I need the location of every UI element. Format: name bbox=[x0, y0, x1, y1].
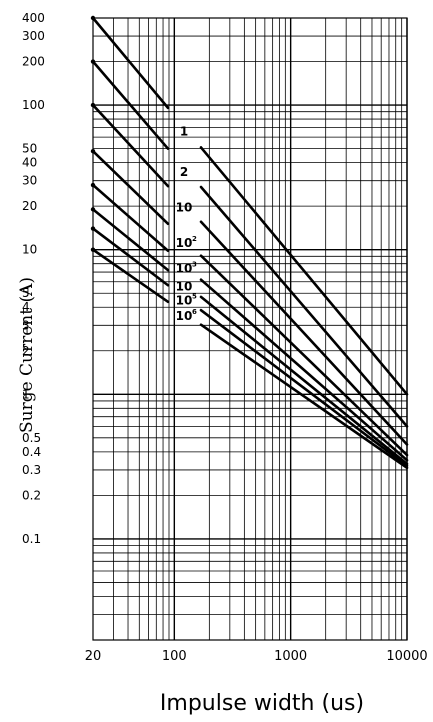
series-label: 10 bbox=[176, 261, 193, 275]
series-label-exponent: 3 bbox=[192, 260, 197, 268]
series-label: 2 bbox=[180, 165, 188, 179]
series-line-segment bbox=[91, 16, 170, 110]
series-start-point bbox=[90, 148, 96, 154]
y-tick-label: 50 bbox=[22, 142, 37, 156]
series-start-point bbox=[90, 207, 96, 212]
y-tick-label: 400 bbox=[22, 11, 45, 25]
plot-frame bbox=[92, 17, 408, 641]
x-tick-label: 1000 bbox=[274, 649, 307, 664]
series-label: 10 bbox=[176, 201, 193, 215]
series-start-point bbox=[90, 182, 96, 188]
series-label: 10 bbox=[176, 236, 193, 250]
y-tick-label: 0.5 bbox=[22, 431, 41, 445]
series-line-segment bbox=[199, 254, 409, 457]
series-lines bbox=[90, 15, 409, 470]
x-axis-label: Impulse width (us) bbox=[160, 691, 364, 716]
series-start-point bbox=[90, 59, 96, 64]
y-tick-label: 3 bbox=[22, 318, 30, 332]
y-tick-label: 2 bbox=[22, 344, 30, 358]
series-label: 1 bbox=[180, 125, 188, 139]
x-tick-label: 10000 bbox=[386, 649, 427, 664]
y-tick-label: 20 bbox=[22, 199, 37, 213]
series-line-segment bbox=[91, 208, 170, 272]
y-tick-label: 0.3 bbox=[22, 463, 41, 477]
series-label-exponent: 5 bbox=[192, 293, 197, 301]
major-gridlines bbox=[92, 17, 408, 641]
series-label-exponent: 6 bbox=[192, 308, 197, 316]
y-tick-label: 0.2 bbox=[22, 488, 41, 502]
series-line-segment bbox=[91, 227, 170, 287]
series-label: 10 bbox=[176, 309, 193, 323]
series-line-segment bbox=[199, 220, 409, 446]
series-start-point bbox=[90, 15, 96, 21]
series-line-segment bbox=[91, 248, 170, 304]
series-line-segment bbox=[199, 185, 409, 428]
series-line-segment bbox=[91, 60, 170, 150]
y-tick-label: 0.1 bbox=[22, 532, 41, 546]
y-tick-label: 0.4 bbox=[22, 445, 41, 459]
series-line-segment bbox=[199, 146, 409, 396]
y-tick-label: 1 bbox=[22, 387, 30, 401]
series-start-point bbox=[90, 226, 96, 231]
x-tick-labels: 20 100 1000 10000 bbox=[85, 649, 428, 664]
series-start-point bbox=[90, 247, 96, 252]
series-start-point bbox=[90, 102, 96, 108]
y-tick-label: 300 bbox=[22, 29, 45, 43]
series-line-segment bbox=[199, 295, 409, 466]
series-label-exponent: 2 bbox=[192, 235, 197, 243]
y-tick-label: 200 bbox=[22, 55, 45, 69]
minor-gridlines bbox=[92, 17, 407, 641]
y-axis-label: Surge Current (A) bbox=[17, 277, 37, 433]
series-line-segment bbox=[91, 103, 170, 188]
series-line-segment bbox=[91, 149, 170, 226]
series-line-segment bbox=[199, 308, 409, 468]
y-tick-label: 30 bbox=[22, 174, 37, 188]
series-line-segment bbox=[199, 323, 409, 470]
y-tick-label: 40 bbox=[22, 156, 37, 170]
series-line-segment bbox=[199, 278, 409, 462]
series-label: 10 bbox=[176, 280, 193, 294]
y-tick-label: 10 bbox=[22, 243, 37, 257]
series-label: 10 bbox=[176, 294, 193, 308]
x-tick-label: 100 bbox=[162, 649, 187, 664]
series-line-segment bbox=[91, 183, 170, 253]
y-tick-label: 100 bbox=[22, 98, 45, 112]
y-tick-label: 4 bbox=[22, 300, 30, 314]
y-tick-label: 5 bbox=[22, 286, 30, 300]
x-tick-label: 20 bbox=[85, 649, 102, 664]
